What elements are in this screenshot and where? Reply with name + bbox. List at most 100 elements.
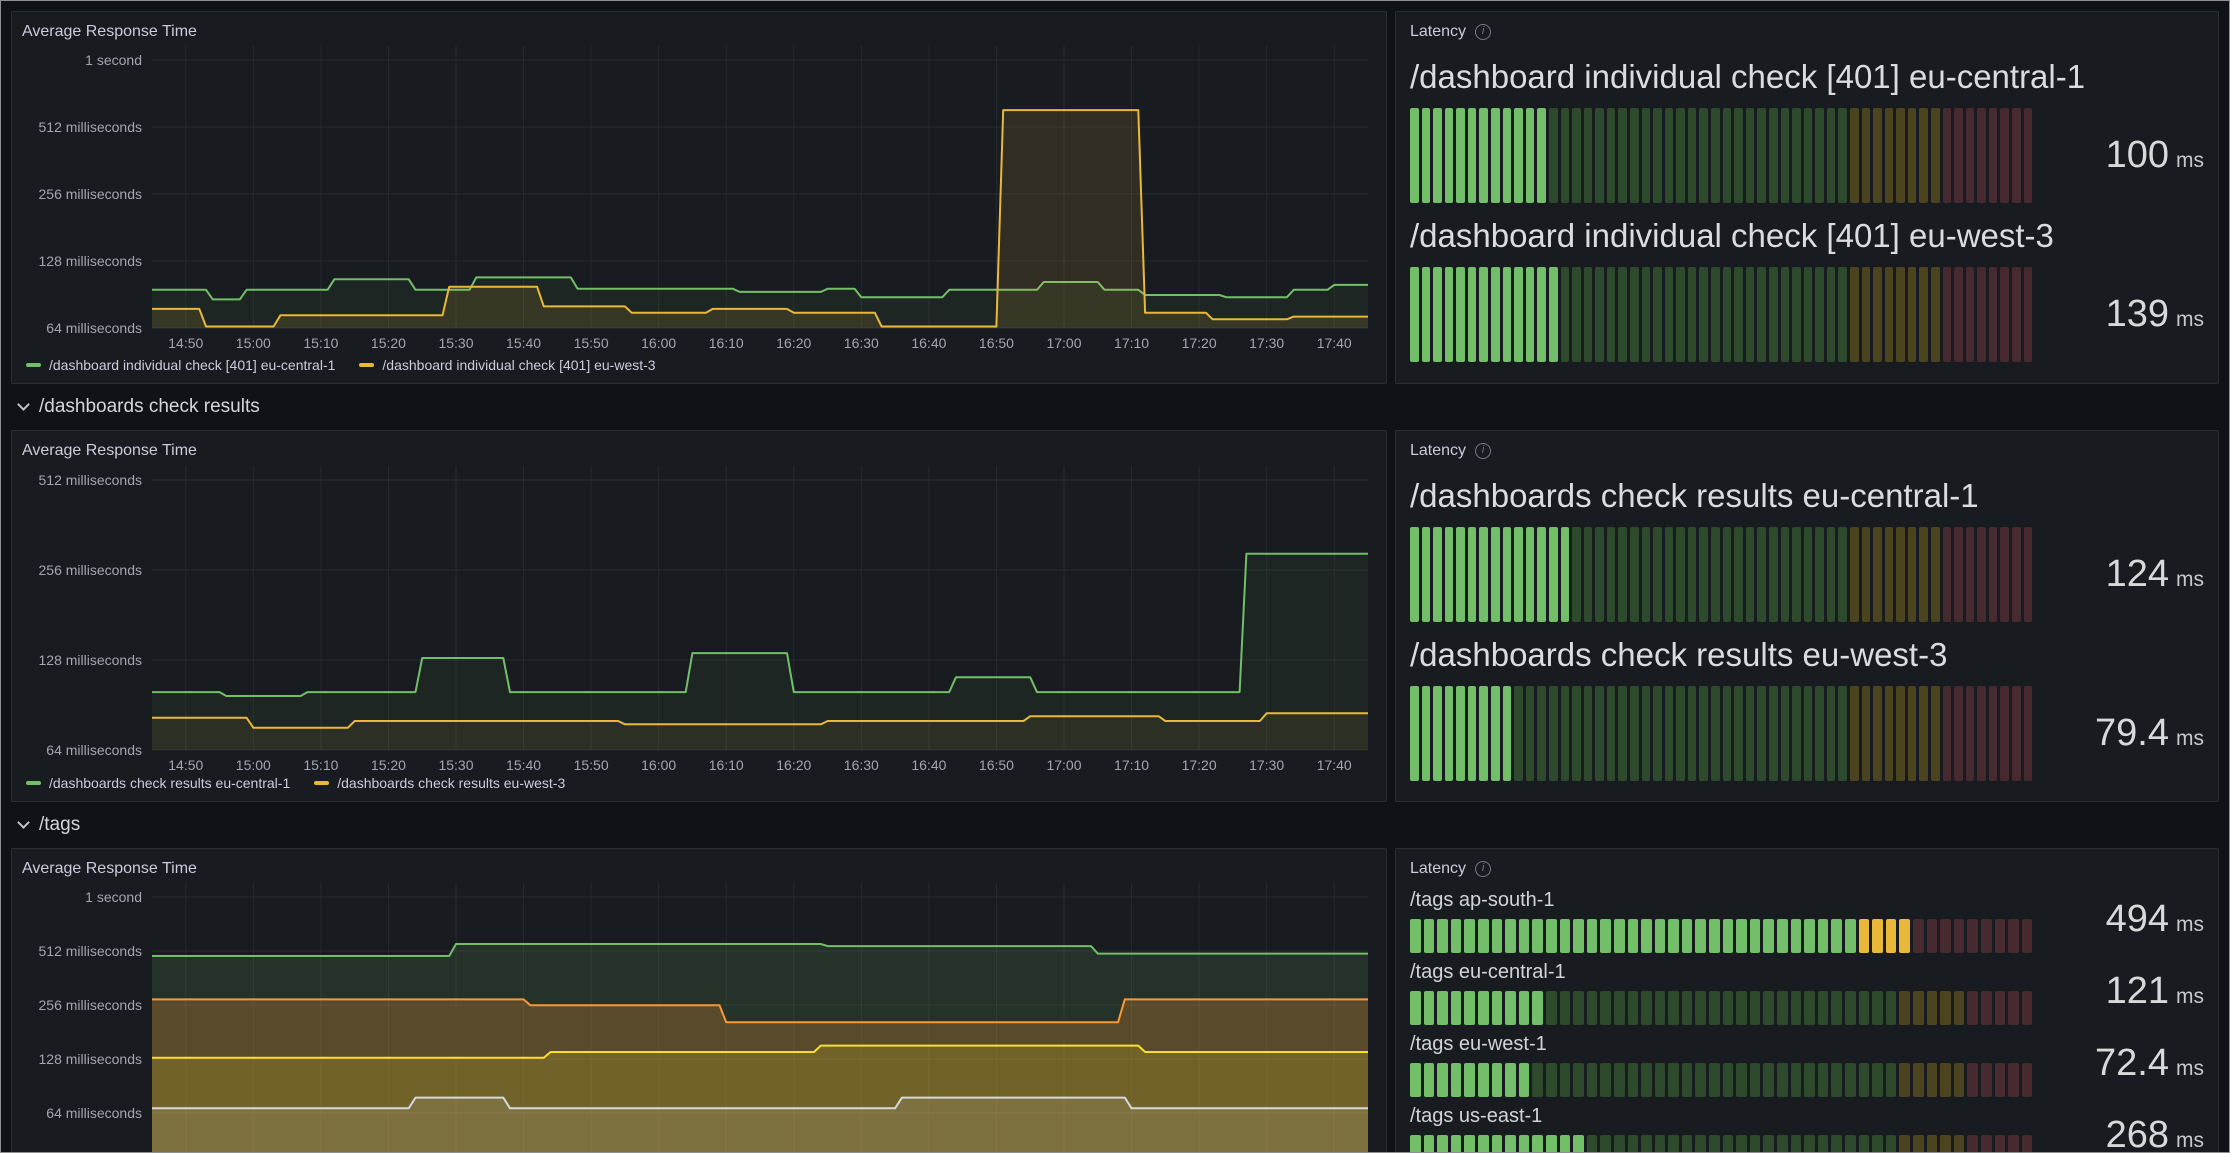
panel-title[interactable]: Average Response Time [22,23,197,40]
latency-bar [1505,1135,1516,1152]
info-icon[interactable]: i [1475,861,1492,877]
latency-bar [1676,266,1685,362]
latency-bar [1537,685,1546,781]
latency-item-left: /tags eu-west-1 [1410,1029,2033,1097]
latency-bar [1467,266,1477,362]
latency-bar [1749,1063,1761,1097]
latency-bar [1559,919,1571,953]
latency-bar [1629,107,1639,203]
latency-bar [1479,107,1489,203]
latency-bar [1884,107,1894,203]
latency-bar [1573,1063,1584,1097]
info-icon[interactable]: i [1475,443,1492,459]
latency-bar [1410,919,1421,953]
time-series-chart[interactable]: 14:50 15:00 15:10 15:20 15:30 15:40 15:50 16:00… [22,44,1376,353]
legend-color-dash [314,781,330,785]
svg-text:16:10: 16:10 [709,335,744,351]
latency-bar [2000,266,2010,362]
latency-bar [1942,526,1952,622]
latency-bar [1514,526,1523,622]
legend-item[interactable]: /dashboard individual check [401] eu-cen… [26,357,335,373]
legend-item[interactable]: /dashboards check results eu-west-3 [314,775,565,791]
latency-value: 124 ms [2054,553,2204,596]
chart-canvas[interactable]: 14:50 15:00 15:10 15:20 15:30 15:40 15:50 16:00… [22,463,1376,771]
latency-bar [1763,991,1775,1025]
latency-bar [1664,266,1674,362]
svg-text:16:30: 16:30 [844,757,879,771]
latency-bar [1586,1135,1598,1152]
latency-bar [1477,1063,1489,1097]
latency-bar [1450,1135,1462,1152]
latency-bar [1653,685,1662,781]
latency-bar [1768,526,1778,622]
panel-title[interactable]: Average Response Time [22,442,197,459]
latency-value: 72.4 ms [2054,1042,2204,1085]
latency-bar [1695,919,1707,953]
latency-unit: ms [2176,567,2204,591]
latency-bar [1722,919,1734,953]
latency-bar [1831,919,1842,953]
time-series-chart[interactable]: 1 second 512 milliseconds 256 milliseconds… [22,881,1376,1153]
panel-title[interactable]: Latency [1410,860,1467,877]
latency-bar [1687,266,1697,362]
row-header-tags[interactable]: /tags [11,810,2219,840]
latency-bar [1421,107,1431,203]
latency-bar [1600,1063,1611,1097]
panel-title[interactable]: Average Response Time [22,860,197,877]
latency-bar [1629,266,1639,362]
latency-bar [1613,919,1625,953]
latency-bar [1525,526,1535,622]
svg-text:15:00: 15:00 [236,335,271,351]
latency-bar [1967,1063,1978,1097]
latency-bar [1491,1135,1503,1152]
dashboard-row-3: Average Response Time 1 second 512 millis… [11,848,2219,1153]
latency-bar [1477,991,1489,1025]
latency-bar [1861,266,1871,362]
svg-text:512 milliseconds: 512 milliseconds [39,119,143,135]
latency-bar [1627,1063,1639,1097]
legend-color-dash [26,781,41,785]
latency-bar [1537,526,1546,622]
latency-bar [1479,266,1489,362]
latency-bar [1613,991,1625,1025]
latency-history-strip [1410,1063,2033,1097]
svg-text:17:10: 17:10 [1114,335,1149,351]
legend-color-dash [26,363,41,367]
latency-number: 268 [2105,1113,2169,1153]
latency-bar [1872,991,1883,1025]
latency-bar [1410,1063,1421,1097]
panel-title[interactable]: Latency [1410,442,1467,459]
panel-title[interactable]: Latency [1410,23,1467,40]
chart-canvas[interactable]: 1 second 512 milliseconds 256 milliseconds… [22,881,1376,1153]
latency-bar [1994,1063,2006,1097]
latency-bar [1931,526,1940,622]
latency-bar [1954,107,1963,203]
latency-bar [1763,919,1775,953]
latency-bar [1618,685,1627,781]
latency-bar [1537,266,1546,362]
latency-number: 79.4 [2095,711,2169,754]
latency-bar [1518,991,1530,1025]
time-series-chart[interactable]: 14:50 15:00 15:10 15:20 15:30 15:40 15:50 16:00… [22,463,1376,771]
chevron-down-icon [17,397,30,411]
latency-bar [1654,1135,1666,1152]
legend-item[interactable]: /dashboards check results eu-central-1 [26,775,290,791]
latency-bar [1845,1135,1856,1152]
legend-item[interactable]: /dashboard individual check [401] eu-wes… [359,357,656,373]
latency-bar [1664,685,1674,781]
latency-bar [1980,1135,1992,1152]
latency-item-title: /tags eu-west-1 [1410,1033,1547,1055]
latency-bar [1912,991,1924,1025]
latency-bar [1745,266,1755,362]
latency-bar [1573,919,1584,953]
svg-text:17:40: 17:40 [1317,757,1352,771]
info-icon[interactable]: i [1475,24,1492,40]
chart-canvas[interactable]: 14:50 15:00 15:10 15:20 15:30 15:40 15:50 16:00… [22,44,1376,353]
latency-bar [1980,919,1992,953]
svg-text:15:20: 15:20 [371,335,406,351]
row-header-dashboards-check-results[interactable]: /dashboards check results [11,392,2219,422]
latency-bar [1873,526,1882,622]
svg-text:17:20: 17:20 [1182,757,1217,771]
latency-bar [1681,919,1693,953]
